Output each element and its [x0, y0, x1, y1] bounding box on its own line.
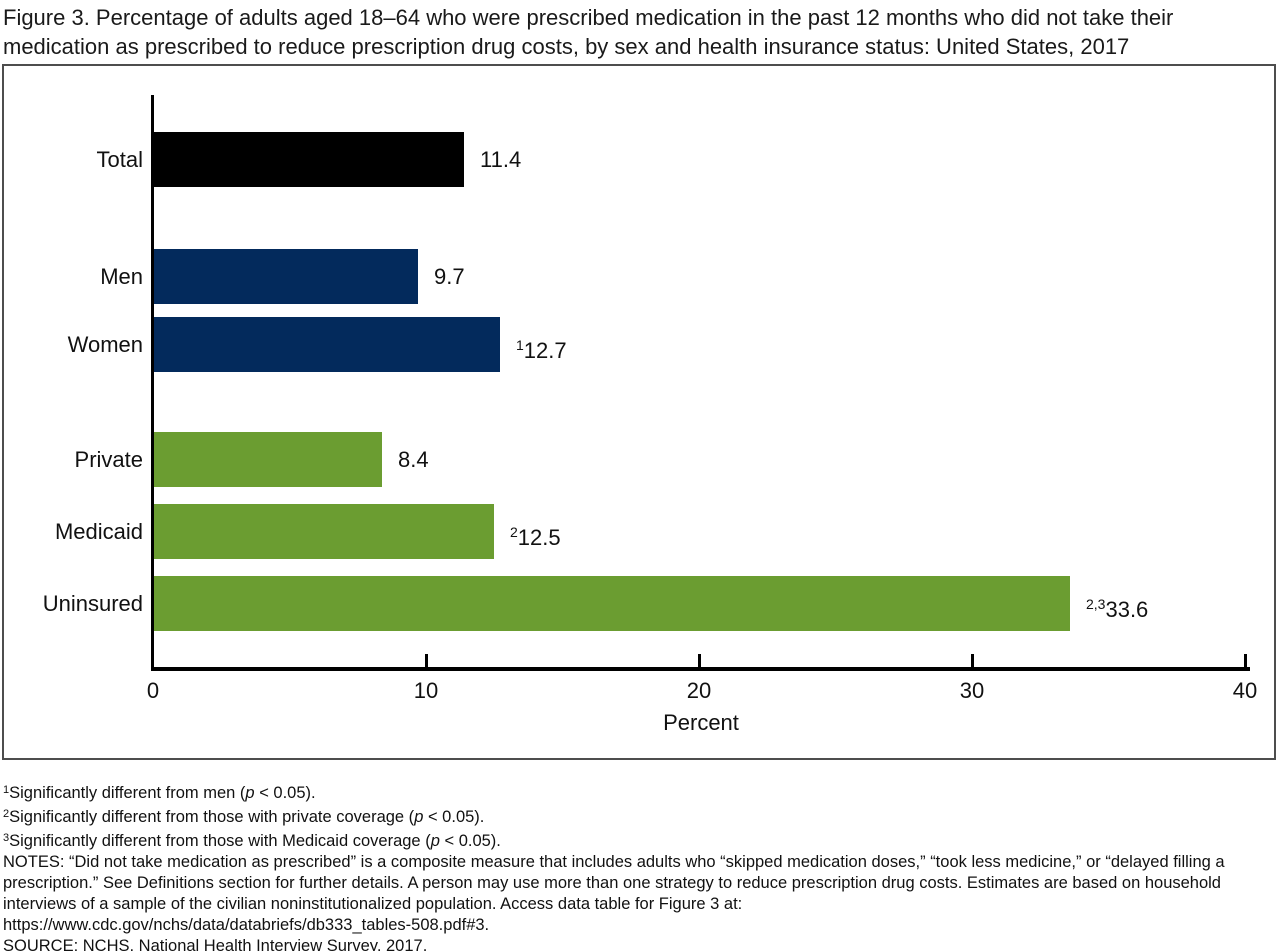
bar-value-women: 112.7 [516, 337, 567, 363]
x-tick-40 [1244, 654, 1247, 667]
footnote-3: 3Significantly different from those with… [3, 832, 501, 850]
data-table-url: https://www.cdc.gov/nchs/data/databriefs… [3, 916, 490, 934]
x-tick-label-30: 30 [959, 678, 985, 703]
bar-value-medicaid: 212.5 [510, 524, 561, 550]
bar-value-private: 8.4 [398, 447, 429, 472]
x-tick-label-0: 0 [146, 678, 160, 703]
bar-men [154, 249, 418, 304]
figure-title: Figure 3. Percentage of adults aged 18–6… [3, 5, 1174, 59]
chart-frame: Percent Total 11.4 Men 9.7 Women 112.7 Private… [2, 64, 1276, 760]
x-tick-30 [971, 654, 974, 667]
footnotes: 1Significantly different from men (p < 0… [3, 780, 1279, 951]
bar-medicaid [154, 504, 494, 559]
footnote-1-superscript: 1 [3, 784, 10, 796]
bar-women [154, 317, 500, 372]
x-axis-line [151, 667, 1250, 671]
bar-total [154, 132, 464, 187]
bar-value-superscript-medicaid: 2 [510, 524, 518, 540]
bar-label-private: Private [74, 447, 143, 472]
notes-text: NOTES: “Did not take medication as presc… [3, 853, 1225, 913]
bar-label-men: Men [100, 264, 143, 289]
bar-value-superscript-women: 1 [516, 337, 524, 353]
plot-area: Percent Total 11.4 Men 9.7 Women 112.7 Private… [4, 66, 1274, 758]
source-text: SOURCE: NCHS, National Health Interview … [3, 937, 428, 951]
bar-value-total: 11.4 [480, 147, 522, 172]
bar-label-medicaid: Medicaid [54, 519, 143, 544]
x-axis-title: Percent [663, 710, 739, 735]
y-axis-line [151, 95, 154, 671]
x-tick-20 [698, 654, 701, 667]
footnote-2-superscript: 2 [3, 808, 10, 820]
p-value-symbol: p [245, 784, 255, 802]
footnote-1: 1Significantly different from men (p < 0… [3, 784, 316, 802]
p-value-symbol: p [414, 808, 424, 826]
notes-label: NOTES: [3, 853, 70, 871]
bar-uninsured [154, 576, 1070, 631]
x-tick-label-10: 10 [413, 678, 439, 703]
p-value-symbol: p [430, 832, 440, 850]
x-tick-10 [425, 654, 428, 667]
bar-label-uninsured: Uninsured [42, 591, 143, 616]
bar-value-uninsured: 2,333.6 [1086, 596, 1149, 622]
x-tick-label-40: 40 [1232, 678, 1258, 703]
footnote-2: 2Significantly different from those with… [3, 808, 485, 826]
x-tick-label-20: 20 [686, 678, 712, 703]
bar-value-men: 9.7 [434, 264, 465, 289]
bar-label-women: Women [67, 332, 143, 357]
bar-label-total: Total [96, 147, 143, 172]
bar-private [154, 432, 382, 487]
bar-value-superscript-uninsured: 2,3 [1086, 596, 1106, 612]
footnote-3-superscript: 3 [3, 832, 10, 844]
